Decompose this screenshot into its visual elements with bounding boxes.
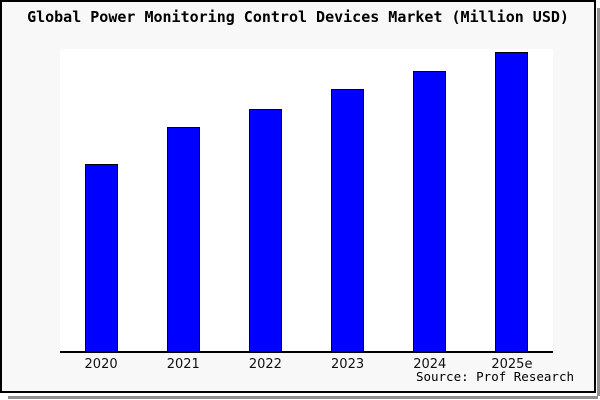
x-axis-line — [60, 351, 553, 353]
x-tick-label-2024: 2024 — [413, 357, 447, 372]
bar-2022 — [248, 109, 282, 353]
chart-frame: Global Power Monitoring Control Devices … — [0, 0, 596, 393]
bar-2025e — [495, 52, 529, 353]
x-tick-label-2023: 2023 — [331, 357, 365, 372]
source-credit: Source: Prof Research — [415, 369, 574, 384]
bar-2020 — [84, 164, 118, 353]
bar-2021 — [166, 127, 200, 353]
x-tick-label-2020: 2020 — [84, 357, 118, 372]
bar-2023 — [331, 89, 365, 353]
frame-shadow-right — [597, 8, 600, 396]
x-tick-label-2021: 2021 — [166, 357, 200, 372]
x-tick-label-2022: 2022 — [248, 357, 282, 372]
chart-title: Global Power Monitoring Control Devices … — [27, 8, 569, 26]
bar-2024 — [413, 71, 447, 353]
frame-shadow-bottom — [8, 396, 598, 399]
x-tick-label-2025e: 2025e — [491, 357, 533, 372]
plot-area — [60, 49, 553, 353]
